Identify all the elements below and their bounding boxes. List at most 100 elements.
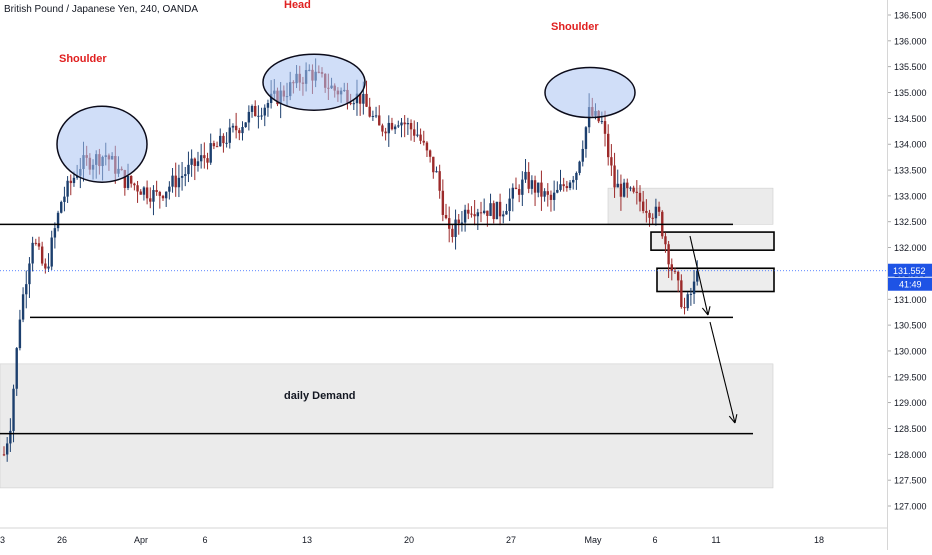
- candle: [616, 169, 619, 188]
- price-tick-label: 135.000: [894, 88, 927, 98]
- candle: [60, 200, 63, 214]
- candle: [384, 127, 387, 141]
- candle: [413, 120, 416, 142]
- candle: [511, 183, 514, 212]
- candle: [238, 127, 241, 141]
- candle: [521, 171, 524, 206]
- price-tick-label: 133.000: [894, 191, 927, 201]
- candle: [451, 224, 454, 243]
- candle: [206, 152, 209, 170]
- projection-arrow-2[interactable]: [709, 321, 738, 424]
- candle: [473, 199, 476, 226]
- candle: [692, 270, 696, 304]
- candle: [37, 236, 41, 250]
- candle: [50, 230, 53, 270]
- candle: [250, 104, 254, 118]
- daily-demand-zone[interactable]: [0, 363, 774, 489]
- chart-title: British Pound / Japanese Yen, 240, OANDA: [4, 4, 199, 15]
- candle: [552, 180, 556, 211]
- time-tick-label: 3: [0, 535, 5, 545]
- candle: [527, 162, 530, 194]
- candle: [562, 177, 565, 192]
- candle: [467, 203, 470, 220]
- candle: [130, 175, 133, 188]
- time-tick-label: 27: [506, 535, 516, 545]
- candle: [438, 164, 441, 199]
- candle: [365, 80, 368, 108]
- price-tick-label: 128.000: [894, 450, 927, 460]
- candle: [260, 107, 263, 120]
- candle: [164, 191, 168, 207]
- candle: [517, 184, 521, 203]
- candle: [378, 105, 381, 126]
- candle: [632, 185, 635, 194]
- candle: [502, 210, 505, 224]
- current-price-label: 131.552: [893, 266, 926, 276]
- projection-arrow-1[interactable]: [689, 235, 711, 316]
- candle: [530, 175, 534, 195]
- candle: [651, 213, 654, 225]
- candle: [133, 182, 136, 191]
- candle: [454, 209, 457, 250]
- candle: [174, 162, 177, 197]
- candle: [607, 124, 610, 166]
- candle: [219, 128, 222, 147]
- candle: [460, 211, 464, 232]
- candle: [44, 258, 47, 274]
- candle: [254, 100, 257, 117]
- shoulder-right-ellipse[interactable]: [544, 66, 636, 119]
- price-tick-label: 133.500: [894, 166, 927, 176]
- shoulder-left-ellipse[interactable]: [56, 105, 148, 183]
- candle: [152, 185, 155, 216]
- countdown-badge: [888, 277, 932, 291]
- price-tick-label: 128.500: [894, 424, 927, 434]
- candle: [645, 199, 648, 223]
- candle: [371, 110, 375, 121]
- candle: [199, 143, 203, 169]
- candle: [66, 176, 69, 203]
- time-tick-label: 6: [202, 535, 207, 545]
- candle: [482, 198, 486, 215]
- candle: [619, 174, 623, 211]
- candle: [158, 190, 162, 209]
- candle: [177, 164, 181, 198]
- candle: [610, 144, 613, 176]
- candle: [53, 222, 57, 249]
- candle: [495, 201, 499, 220]
- candle: [470, 206, 473, 218]
- candle: [12, 384, 15, 443]
- candle: [416, 122, 419, 138]
- candle: [508, 188, 511, 222]
- current-price-badge: [888, 263, 932, 277]
- candle: [358, 93, 362, 116]
- candle: [18, 309, 22, 351]
- candle: [231, 123, 235, 133]
- candle: [419, 128, 422, 145]
- candle: [622, 178, 626, 198]
- candle: [422, 130, 425, 146]
- candle: [145, 180, 149, 205]
- candle: [514, 177, 518, 190]
- candle: [638, 185, 642, 212]
- candle: [676, 270, 680, 293]
- price-tick-label: 129.000: [894, 398, 927, 408]
- retest-box-lower[interactable]: [656, 267, 775, 293]
- candle: [537, 182, 540, 198]
- head-ellipse[interactable]: [262, 53, 366, 111]
- candle: [234, 112, 238, 139]
- candle: [428, 149, 432, 163]
- candle: [444, 203, 448, 220]
- candle: [689, 287, 693, 306]
- candle: [257, 105, 260, 129]
- supply-zone-upper[interactable]: [607, 187, 774, 225]
- candle: [409, 119, 413, 141]
- candle: [680, 274, 683, 309]
- candle: [543, 188, 546, 202]
- candle: [15, 346, 18, 396]
- candle: [171, 167, 174, 193]
- retest-box-upper[interactable]: [650, 231, 775, 251]
- candle: [626, 178, 629, 198]
- candle: [5, 437, 9, 462]
